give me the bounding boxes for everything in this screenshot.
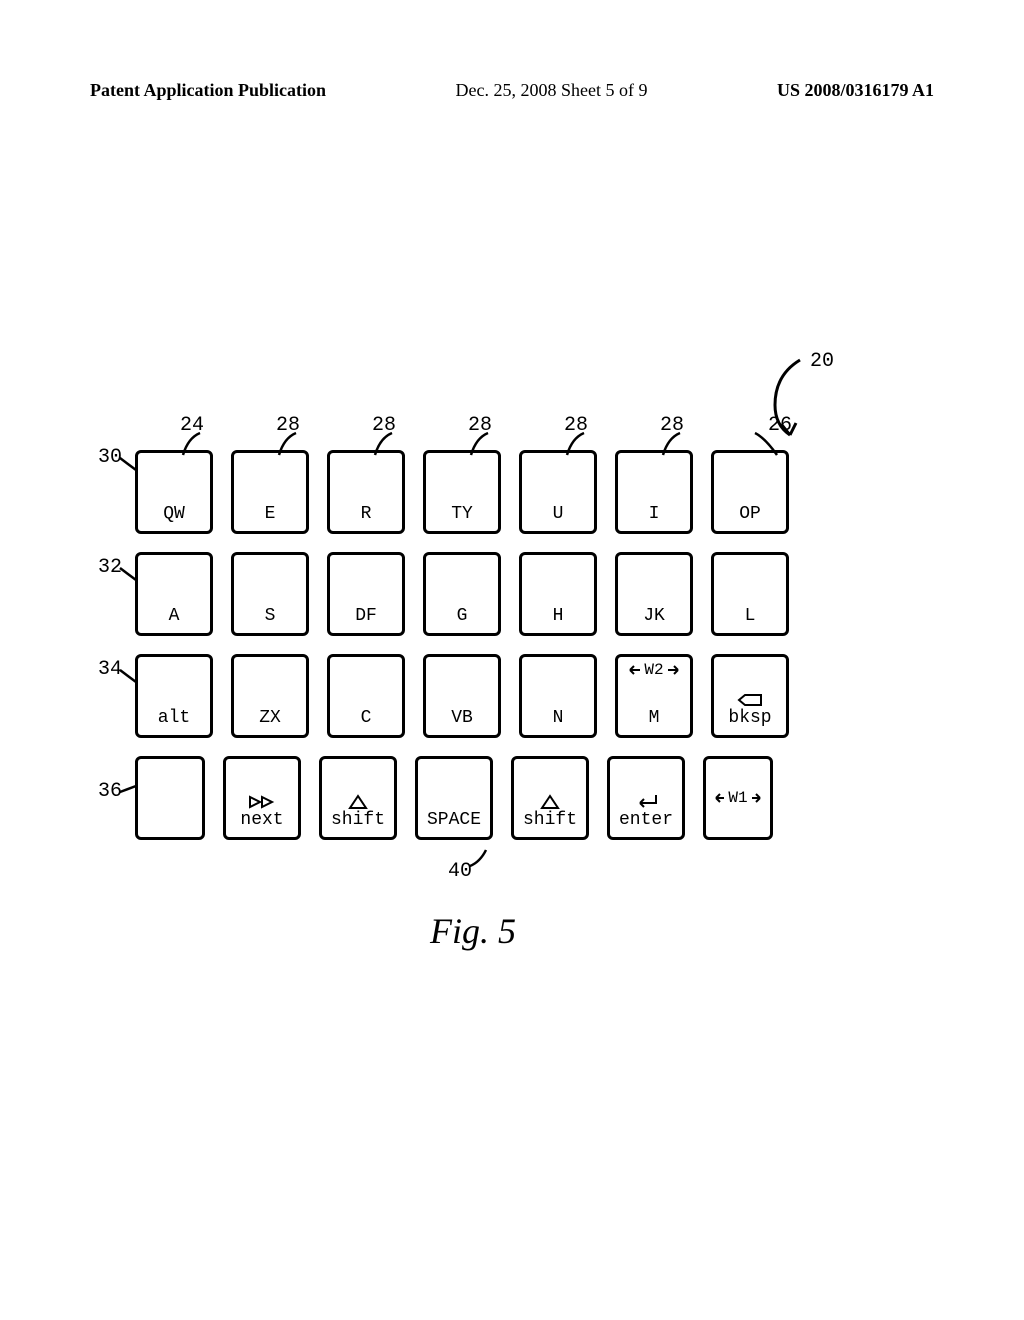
enter-icon: [632, 793, 660, 811]
key-space: SPACE: [415, 756, 493, 840]
width-anno-w2: W2: [618, 661, 690, 679]
key-df: DF: [327, 552, 405, 636]
shift-icon: [348, 793, 368, 811]
row-4: next shift SPACE shift enter: [135, 756, 789, 840]
key-alt: alt: [135, 654, 213, 738]
width-anno-w1: W1: [706, 789, 770, 807]
key-shift-left: shift: [319, 756, 397, 840]
header-right: US 2008/0316179 A1: [777, 80, 934, 101]
key-jk: JK: [615, 552, 693, 636]
key-g: G: [423, 552, 501, 636]
arrow-right-icon: [666, 665, 680, 675]
row-1: QW E R TY U I OP: [135, 450, 789, 534]
header-mid: Dec. 25, 2008 Sheet 5 of 9: [456, 80, 648, 101]
next-icon: [248, 793, 276, 811]
callout-34: 34: [98, 658, 122, 681]
key-l: L: [711, 552, 789, 636]
figure-5: 20 24 28 28 28 28 28 26 30 32 34 36 QW E…: [90, 380, 930, 940]
arrow-left-icon: [628, 665, 642, 675]
key-shift-right: shift: [511, 756, 589, 840]
key-next: next: [223, 756, 301, 840]
key-vb: VB: [423, 654, 501, 738]
header-left: Patent Application Publication: [90, 80, 326, 101]
page-header: Patent Application Publication Dec. 25, …: [0, 80, 1024, 101]
row-2: A S DF G H JK L: [135, 552, 789, 636]
arrow-right-icon: [750, 793, 762, 803]
key-u: U: [519, 450, 597, 534]
key-blank-right: W1: [703, 756, 773, 840]
key-n: N: [519, 654, 597, 738]
key-e: E: [231, 450, 309, 534]
key-a: A: [135, 552, 213, 636]
key-h: H: [519, 552, 597, 636]
key-enter: enter: [607, 756, 685, 840]
figure-caption: Fig. 5: [430, 910, 516, 952]
key-zx: ZX: [231, 654, 309, 738]
keyboard-layout: QW E R TY U I OP A S DF G H JK L alt ZX …: [135, 450, 789, 858]
key-r: R: [327, 450, 405, 534]
callout-36: 36: [98, 780, 122, 803]
key-s: S: [231, 552, 309, 636]
key-m: W2 M: [615, 654, 693, 738]
key-op: OP: [711, 450, 789, 534]
arrow-left-icon: [714, 793, 726, 803]
key-c: C: [327, 654, 405, 738]
callout-40-line: [468, 848, 492, 868]
bksp-icon: [737, 691, 763, 709]
key-ty: TY: [423, 450, 501, 534]
shift-icon: [540, 793, 560, 811]
key-bksp: bksp: [711, 654, 789, 738]
key-i: I: [615, 450, 693, 534]
callout-30: 30: [98, 446, 122, 469]
callout-32: 32: [98, 556, 122, 579]
key-qw: QW: [135, 450, 213, 534]
key-blank-left: [135, 756, 205, 840]
row-3: alt ZX C VB N W2 M bksp: [135, 654, 789, 738]
